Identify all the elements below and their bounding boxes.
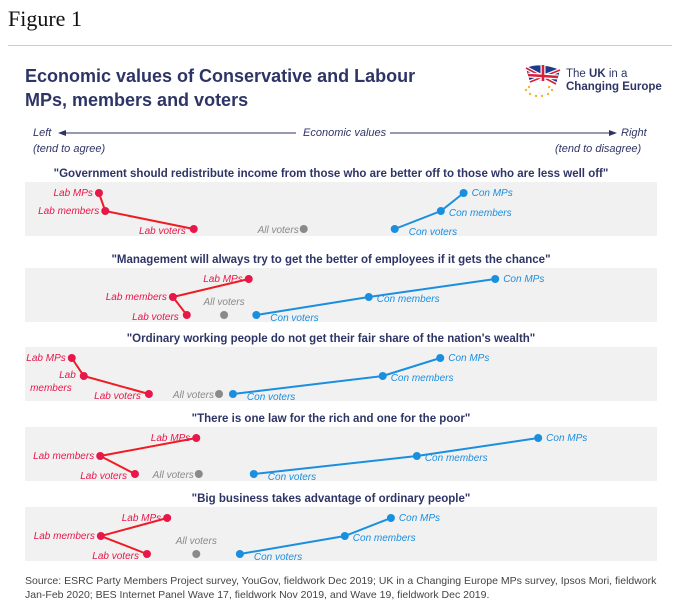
point-con-members [412, 452, 421, 460]
point-lab-mps [192, 434, 201, 442]
point-lab-mps [67, 354, 76, 362]
point-con-members [378, 372, 387, 380]
point-lab-members [96, 452, 105, 460]
point-con-members [340, 532, 349, 540]
label-lab-members: Lab members [33, 451, 94, 462]
label-lab-voters: Lab voters [139, 226, 186, 237]
label-con-voters: Con voters [254, 552, 302, 563]
label-con-mps: Con MPs [503, 274, 544, 285]
label-lab-voters: Lab voters [80, 471, 127, 482]
point-con-voters [228, 390, 237, 398]
point-con-mps [491, 275, 500, 283]
label-lab-mps: Lab MPs [53, 188, 92, 199]
label-con-voters: Con voters [268, 472, 316, 483]
point-lab-voters [130, 470, 139, 478]
point-con-mps [534, 434, 543, 442]
point-con-members [364, 293, 373, 301]
panel-3: "Ordinary working people do not get thei… [25, 333, 657, 403]
point-con-mps [436, 354, 445, 362]
panel-band [25, 182, 657, 236]
point-con-voters [249, 470, 258, 478]
axis-left-label: Left [33, 127, 52, 139]
point-con-voters [390, 225, 399, 233]
panel-1: "Government should redistribute income f… [25, 168, 657, 238]
union-flag-eu-stars-icon [524, 65, 561, 98]
label-lab-members: Lab members [34, 531, 95, 542]
panel-statement: "Management will always try to get the b… [111, 254, 550, 266]
label-lab-mps: Lab MPs [151, 433, 190, 444]
panel-band [25, 347, 657, 401]
label-con-voters: Con voters [270, 313, 318, 324]
label-con-members: Con members [391, 373, 454, 384]
label-all-voters: All voters [172, 390, 214, 401]
panel-4: "There is one law for the rich and one f… [25, 413, 657, 483]
source-note: Source: ESRC Party Members Project surve… [25, 575, 657, 601]
point-lab-members [79, 372, 88, 380]
label-lab-members: Lab members [38, 206, 99, 217]
panel-statement: "Government should redistribute income f… [54, 168, 609, 180]
axis-arrow [58, 130, 617, 136]
point-con-voters [235, 550, 244, 558]
logo: The UK in a Changing Europe [520, 64, 670, 100]
point-lab-voters [142, 550, 151, 558]
label-con-mps: Con MPs [399, 513, 440, 524]
label-lab-voters: Lab voters [132, 312, 179, 323]
point-con-mps [459, 189, 468, 197]
point-lab-members [96, 532, 105, 540]
label-con-members: Con members [353, 533, 416, 544]
label-con-voters: Con voters [247, 392, 295, 403]
label-lab-mps: Lab MPs [26, 353, 65, 364]
chart-title: Economic values of Conservative and Labo… [25, 66, 416, 110]
label-con-mps: Con MPs [448, 353, 489, 364]
panel-statement: "Ordinary working people do not get thei… [127, 333, 536, 345]
label-lab-members: Lab members [106, 292, 167, 303]
label-lab-mps: Lab MPs [203, 274, 242, 285]
point-con-mps [386, 514, 395, 522]
label-all-voters: All voters [257, 225, 299, 236]
panel-band [25, 507, 657, 561]
point-all-voters [220, 311, 229, 319]
point-lab-members [168, 293, 177, 301]
label-lab-voters: Lab voters [94, 391, 141, 402]
label-con-members: Con members [425, 453, 488, 464]
point-con-voters [252, 311, 261, 319]
point-lab-voters [144, 390, 153, 398]
logo-text: The UK in a Changing Europe [566, 68, 662, 93]
label-lab-voters: Lab voters [92, 551, 139, 562]
panel-2: "Management will always try to get the b… [25, 254, 657, 324]
point-lab-voters [182, 311, 191, 319]
point-lab-members [101, 207, 110, 215]
point-lab-mps [244, 275, 253, 283]
point-all-voters [192, 550, 201, 558]
panel-5: "Big business takes advantage of ordinar… [25, 493, 657, 563]
axis-left-sublabel: (tend to agree) [33, 143, 106, 155]
point-all-voters [299, 225, 308, 233]
axis-right-sublabel: (tend to disagree) [555, 143, 642, 155]
label-lab-members-cont: members [30, 383, 72, 394]
label-con-voters: Con voters [409, 227, 457, 238]
panel-band [25, 268, 657, 322]
panel-statement: "There is one law for the rich and one f… [192, 413, 471, 425]
label-con-mps: Con MPs [546, 433, 587, 444]
label-con-members: Con members [449, 208, 512, 219]
label-con-members: Con members [377, 294, 440, 305]
label-all-voters: All voters [203, 297, 245, 308]
panel-statement: "Big business takes advantage of ordinar… [192, 493, 471, 505]
figure-label: Figure 1 [8, 6, 82, 31]
point-lab-mps [94, 189, 103, 197]
divider [8, 45, 672, 46]
label-all-voters: All voters [175, 536, 217, 547]
point-lab-voters [189, 225, 198, 233]
label-con-mps: Con MPs [472, 188, 513, 199]
axis-right-label: Right [621, 127, 647, 139]
point-lab-mps [163, 514, 172, 522]
label-lab-members: Lab [59, 370, 76, 381]
label-all-voters: All voters [152, 470, 194, 481]
point-all-voters [194, 470, 203, 478]
label-lab-mps: Lab MPs [122, 513, 161, 524]
point-all-voters [215, 390, 224, 398]
point-con-members [436, 207, 445, 215]
axis-title: Economic values [303, 127, 387, 139]
